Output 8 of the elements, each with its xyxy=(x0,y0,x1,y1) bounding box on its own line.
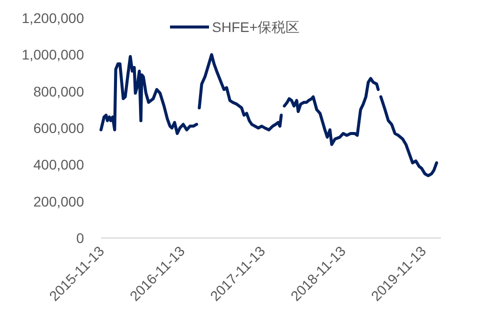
y-tick-label: 1,200,000 xyxy=(22,10,84,26)
y-tick-label: 0 xyxy=(76,230,84,246)
legend-label: SHFE+保税区 xyxy=(212,19,300,35)
y-tick-label: 600,000 xyxy=(33,120,84,136)
y-tick-label: 800,000 xyxy=(33,83,84,100)
y-tick-label: 400,000 xyxy=(33,156,84,173)
y-tick-label: 200,000 xyxy=(33,193,84,210)
y-tick-label: 1,000,000 xyxy=(22,46,84,63)
